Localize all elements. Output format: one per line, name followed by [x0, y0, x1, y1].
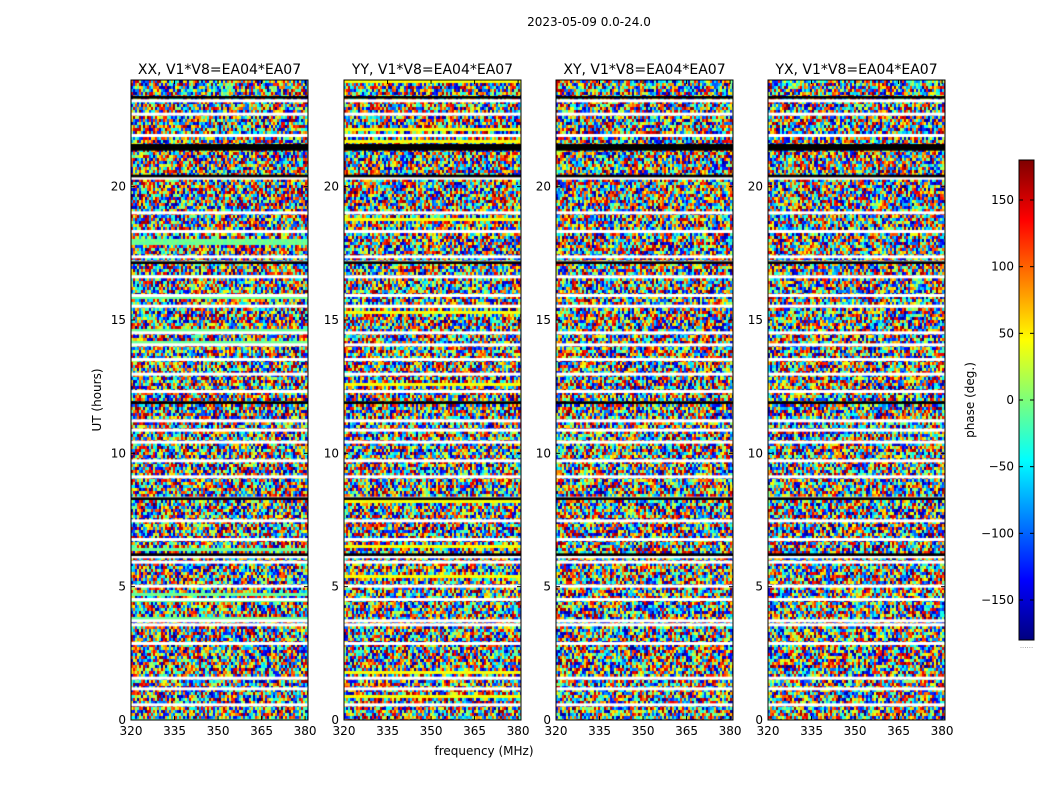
x-tick-label: 320 [120, 724, 143, 738]
x-tick-label: 335 [163, 724, 186, 738]
figure-title: 2023-05-09 0.0-24.0 [527, 15, 651, 29]
colorbar-tick-label: 100 [991, 260, 1014, 274]
phase-heatmap-xx [131, 80, 308, 720]
heatmap-raster [344, 80, 521, 720]
y-tick-label: 15 [111, 313, 126, 327]
y-tick-label: 0 [543, 713, 551, 727]
x-tick-label: 320 [757, 724, 780, 738]
x-tick-label: 365 [675, 724, 698, 738]
panel-title: XX, V1*V8=EA04*EA07 [138, 62, 301, 78]
y-tick-label: 10 [748, 446, 763, 460]
x-tick-label: 350 [420, 724, 443, 738]
colorbar-tick-label: 50 [999, 326, 1014, 340]
y-tick-label: 5 [755, 580, 763, 594]
y-tick-label: 5 [118, 580, 126, 594]
x-tick-label: 320 [545, 724, 568, 738]
y-tick-label: 10 [111, 446, 126, 460]
x-tick-label: 320 [333, 724, 356, 738]
phase-panel-xx: XX, V1*V8=EA04*EA07 320 335 350 365 380 0 5 10 15… [111, 62, 317, 738]
x-tick-label: 380 [294, 724, 317, 738]
phase-heatmap-yx [768, 80, 945, 720]
y-tick-label: 5 [331, 580, 339, 594]
y-tick-label: 10 [536, 446, 551, 460]
panel-frame [767, 79, 946, 721]
phase-panel-yx: YX, V1*V8=EA04*EA07 320 335 350 365 380 0 5 10 15… [748, 62, 954, 738]
panels-group: XX, V1*V8=EA04*EA07 320 335 350 365 380 0 5 10 15… [111, 62, 954, 738]
x-tick-label: 380 [931, 724, 954, 738]
y-tick-label: 20 [536, 180, 551, 194]
x-tick-label: 335 [588, 724, 611, 738]
colorbar-tick-label: −150 [981, 593, 1014, 607]
colorbar-tick-label: −50 [989, 460, 1014, 474]
panel-frame [130, 79, 309, 721]
x-tick-label: 350 [632, 724, 655, 738]
colorbar-tick-label: −100 [981, 526, 1014, 540]
x-tick-label: 350 [844, 724, 867, 738]
y-axis-label: UT (hours) [90, 368, 104, 431]
x-tick-label: 380 [719, 724, 742, 738]
heatmap-raster [768, 80, 945, 720]
panel-title: XY, V1*V8=EA04*EA07 [563, 62, 725, 78]
x-tick-label: 365 [250, 724, 273, 738]
y-tick-label: 5 [543, 580, 551, 594]
phase-panel-yy: YY, V1*V8=EA04*EA07 320 335 350 365 380 0 5 10 15… [324, 62, 530, 738]
colorbar-label: phase (deg.) [963, 362, 977, 438]
y-tick-label: 10 [324, 446, 339, 460]
y-tick-label: 15 [748, 313, 763, 327]
x-axis-label: frequency (MHz) [434, 744, 533, 758]
y-tick-label: 15 [536, 313, 551, 327]
x-tick-label: 380 [507, 724, 530, 738]
phase-panel-xy: XY, V1*V8=EA04*EA07 320 335 350 365 380 0 5 10 15… [536, 62, 742, 738]
y-tick-label: 0 [755, 713, 763, 727]
colorbar: −150 −100 −50 0 50 100 150...... [981, 159, 1035, 650]
y-tick-label: 0 [331, 713, 339, 727]
heatmap-raster [556, 80, 733, 720]
panel-frame [555, 79, 734, 721]
colorbar-tick-label: 150 [991, 193, 1014, 207]
y-tick-label: 20 [748, 180, 763, 194]
panel-title: YY, V1*V8=EA04*EA07 [351, 62, 513, 78]
x-tick-label: 335 [376, 724, 399, 738]
heatmap-raster [131, 80, 308, 720]
y-tick-label: 15 [324, 313, 339, 327]
x-tick-label: 365 [887, 724, 910, 738]
panel-frame [343, 79, 522, 721]
panel-title: YX, V1*V8=EA04*EA07 [774, 62, 937, 78]
colorbar-tick-label: 0 [1006, 393, 1014, 407]
colorbar-footer: ...... [1020, 642, 1033, 650]
phase-heatmap-yy [344, 80, 521, 720]
y-tick-label: 20 [111, 180, 126, 194]
y-tick-label: 0 [118, 713, 126, 727]
x-tick-label: 365 [463, 724, 486, 738]
x-tick-label: 335 [800, 724, 823, 738]
x-tick-label: 350 [207, 724, 230, 738]
phase-heatmap-xy [556, 80, 733, 720]
y-tick-label: 20 [324, 180, 339, 194]
